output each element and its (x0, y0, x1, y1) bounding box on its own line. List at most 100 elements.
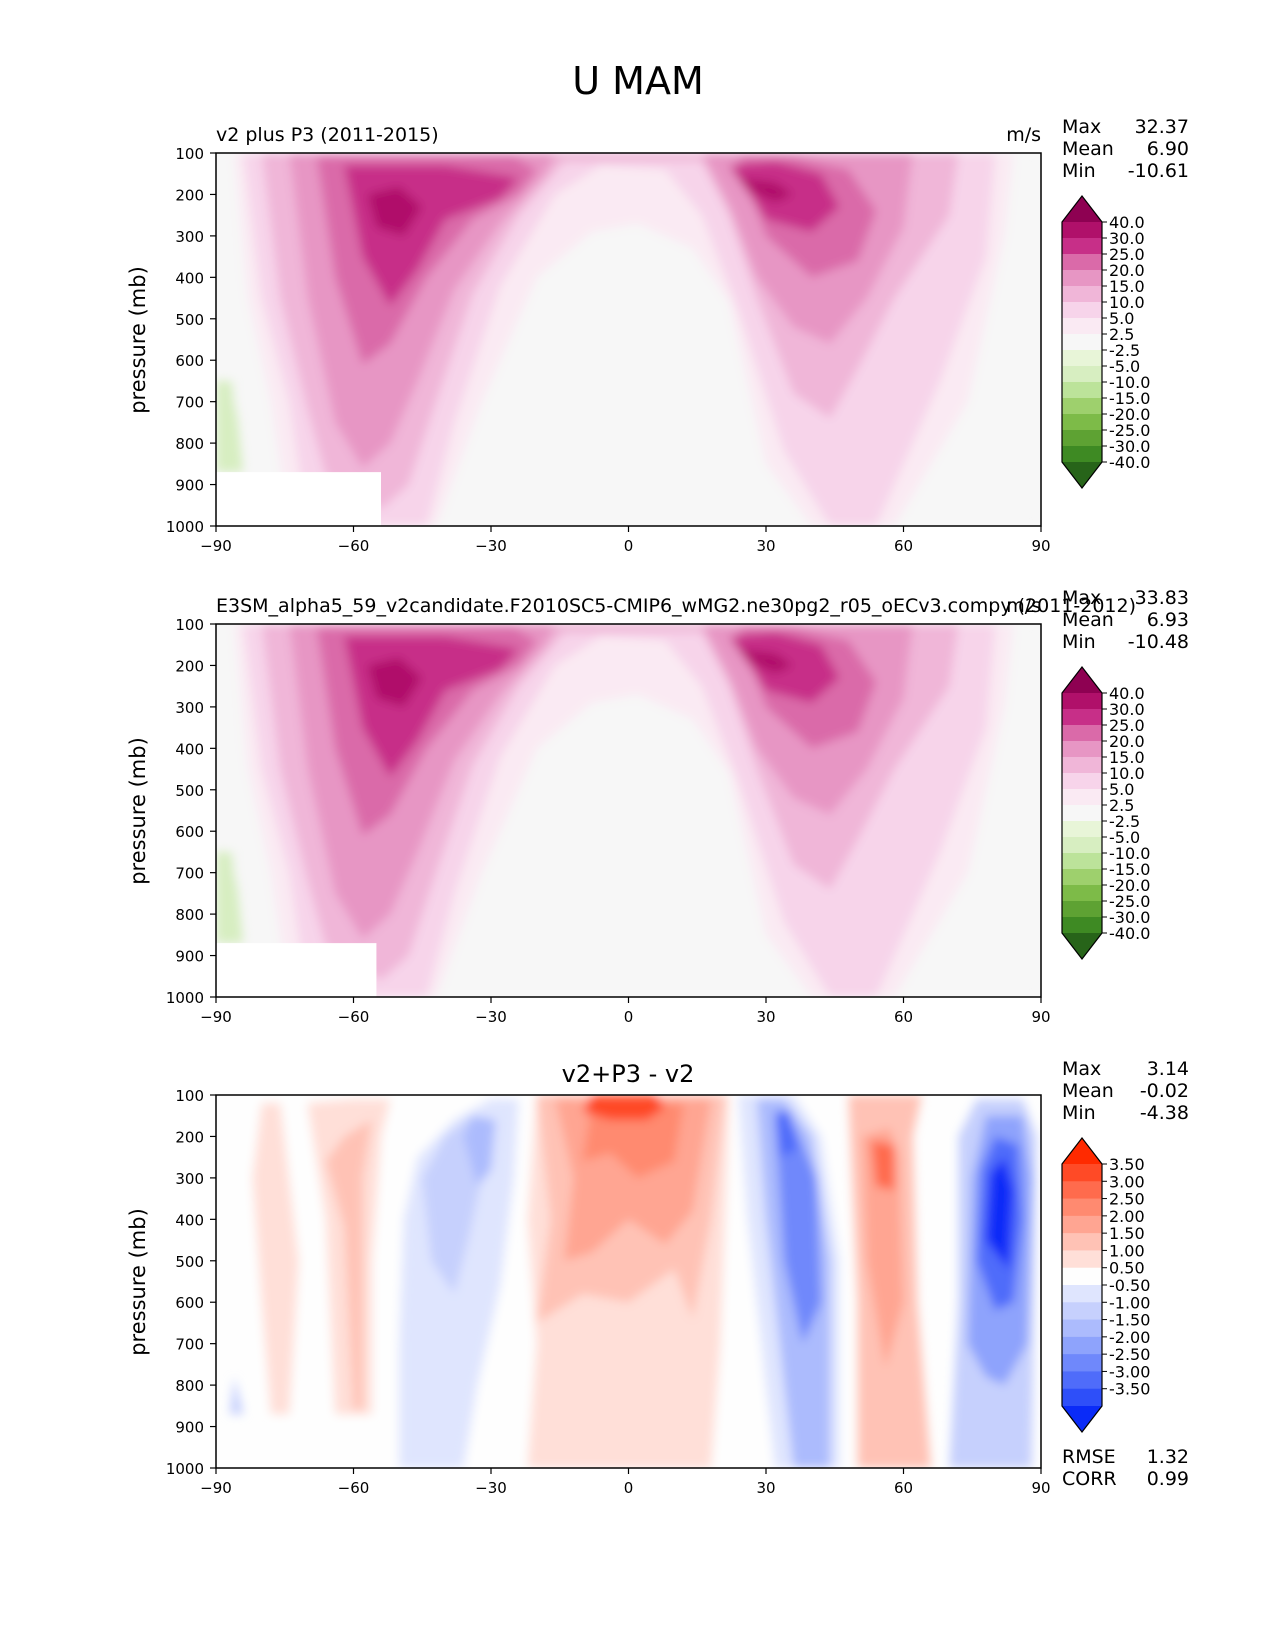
colorbar-swatch (1062, 1267, 1102, 1286)
stat-value-max: 3.14 (1147, 1058, 1189, 1080)
x-tick-label: 30 (756, 1008, 775, 1026)
y-tick-label: 200 (175, 1128, 204, 1146)
x-tick-label: 30 (756, 1479, 775, 1497)
panel-test-axes: −90 −60 −30 0 30 60 90 100 200 300 400 500 600 700 800… (166, 145, 1051, 555)
colorbar-label: 0.50 (1109, 1259, 1145, 1278)
colorbar-swatch (1062, 334, 1102, 351)
colorbar-swatch (1062, 270, 1102, 287)
y-tick-label: 400 (175, 740, 204, 758)
contour-pos-2 (582, 1103, 684, 1178)
x-tick-label: −90 (200, 1008, 232, 1026)
colorbar-label: 10.0 (1109, 293, 1145, 312)
colorbar-label: 3.50 (1109, 1155, 1145, 1174)
panel-ref-plot-area (216, 624, 1041, 997)
panel-test-plot-area (216, 153, 1041, 526)
y-tick-label: 300 (175, 699, 204, 717)
stat-label-max: Max (1062, 1058, 1101, 1080)
colorbar-swatch (1062, 821, 1102, 838)
x-tick-label: 90 (1031, 537, 1050, 555)
y-tick-label: 400 (175, 269, 204, 287)
contour-neg-3 (775, 1111, 799, 1158)
colorbar-extend-top (1062, 196, 1102, 222)
colorbar-label: -40.0 (1109, 924, 1150, 943)
x-tick-label: −60 (338, 1479, 370, 1497)
colorbar-swatch (1062, 1336, 1102, 1355)
y-tick-label: 700 (175, 865, 204, 883)
x-tick-label: −90 (200, 537, 232, 555)
y-tick-label: 300 (175, 1170, 204, 1188)
stat-label-mean: Mean (1062, 138, 1114, 160)
y-tick-label: 400 (175, 1211, 204, 1229)
colorbar-swatch (1062, 414, 1102, 431)
contour-neg-1_5 (463, 1115, 496, 1187)
colorbar-swatch (1062, 869, 1102, 886)
colorbar-swatch (1062, 222, 1102, 239)
y-tick-label: 800 (175, 435, 204, 453)
panel-ref: E3SM_alpha5_59_v2candidate.F2010SC5-CMIP… (126, 587, 1189, 1026)
colorbar-label: 20.0 (1109, 732, 1145, 751)
colorbar-label: 2.5 (1109, 325, 1134, 344)
stat-value-mean: 6.90 (1147, 138, 1189, 160)
colorbar-swatch (1062, 789, 1102, 806)
colorbar-swatch (1062, 1319, 1102, 1338)
contour-pos-30 (738, 648, 794, 674)
y-tick-label: 900 (175, 1419, 204, 1437)
x-tick-label: 0 (624, 1008, 634, 1026)
colorbar-swatch (1062, 430, 1102, 447)
colorbar-swatch (1062, 901, 1102, 918)
y-tick-label: 900 (175, 948, 204, 966)
colorbar-label: -25.0 (1109, 421, 1150, 440)
panel-test: v2 plus P3 (2011-2015) m/s −90 −60 −30 0 30 6… (126, 116, 1189, 555)
colorbar-label: 3.00 (1109, 1172, 1145, 1191)
colorbar-swatch (1062, 1250, 1102, 1269)
stat-value-min: -10.61 (1128, 160, 1189, 182)
colorbar-swatch (1062, 837, 1102, 854)
y-tick-label: 1000 (166, 518, 204, 536)
stat-value-mean: -0.02 (1140, 1080, 1189, 1102)
figure-title: U MAM (572, 59, 703, 103)
colorbar-label: 2.00 (1109, 1207, 1145, 1226)
colorbar-label: -25.0 (1109, 892, 1150, 911)
panel-diff-stats: Max 3.14 Mean -0.02 Min -4.38 (1062, 1058, 1189, 1124)
stat-label-min: Min (1062, 631, 1096, 653)
panel-test-stats: Max 32.37 Mean 6.90 Min -10.61 (1062, 116, 1189, 182)
x-tick-label: 90 (1031, 1008, 1050, 1026)
contour-pos-1 (326, 1119, 372, 1410)
colorbar-swatch (1062, 1198, 1102, 1217)
colorbar-swatch (1062, 709, 1102, 726)
stat-value-mean: 6.93 (1147, 609, 1189, 631)
colorbar-swatch (1062, 1215, 1102, 1234)
x-tick-label: 0 (624, 537, 634, 555)
stat-label-min: Min (1062, 1102, 1096, 1124)
colorbar-swatch (1062, 238, 1102, 255)
contour-neg-5 (216, 380, 244, 473)
colorbar-swatch (1062, 773, 1102, 790)
colorbar-label: -1.50 (1109, 1311, 1150, 1330)
colorbar-swatch (1062, 1371, 1102, 1390)
colorbar-label: 25.0 (1109, 716, 1145, 735)
colorbar-swatch (1062, 398, 1102, 415)
colorbar-swatch (1062, 1164, 1102, 1182)
y-tick-label: 800 (175, 906, 204, 924)
colorbar-label: 5.0 (1109, 780, 1134, 799)
missing-data-region (216, 472, 381, 526)
x-tick-label: 30 (756, 537, 775, 555)
x-tick-label: −30 (475, 1479, 507, 1497)
x-tick-label: 60 (894, 537, 913, 555)
x-tick-label: 60 (894, 1479, 913, 1497)
colorbar-swatch (1062, 757, 1102, 774)
colorbar-label: 2.50 (1109, 1190, 1145, 1209)
stat-label-max: Max (1062, 587, 1101, 609)
y-tick-label: 700 (175, 1336, 204, 1354)
x-tick-label: −30 (475, 1008, 507, 1026)
colorbar-swatch (1062, 286, 1102, 303)
panel-diff: v2+P3 - v2 −90 −60 −30 0 30 60 90 100 200 300 400 5… (126, 1058, 1189, 1497)
colorbar-swatch (1062, 885, 1102, 902)
colorbar-swatch (1062, 1285, 1102, 1303)
stat-label-mean: Mean (1062, 1080, 1114, 1102)
colorbar-swatch (1062, 1354, 1102, 1373)
colorbar-label: -10.0 (1109, 373, 1150, 392)
x-tick-label: 90 (1031, 1479, 1050, 1497)
panel-ref-axes: −90 −60 −30 0 30 60 90 100 200 300 400 500 600 700 800… (166, 616, 1051, 1026)
panel-diff-axes: −90 −60 −30 0 30 60 90 100 200 300 400 500 600 700 800… (166, 1087, 1051, 1497)
